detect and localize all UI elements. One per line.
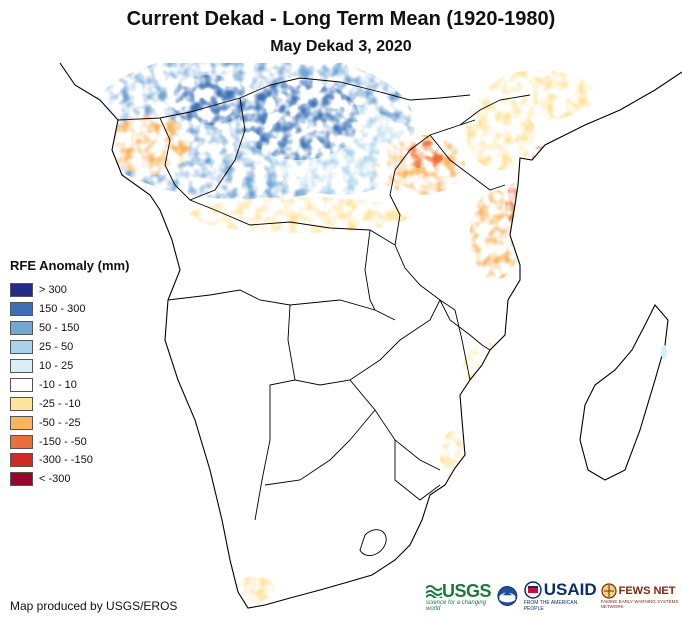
legend-swatch bbox=[10, 453, 33, 468]
fews-net-logo: FEWS NET FAMINE EARLY WARNING SYSTEMS NE… bbox=[601, 583, 682, 609]
usgs-tagline: science for a changing world bbox=[426, 599, 487, 612]
legend-item: 150 - 300 bbox=[10, 300, 129, 319]
legend-label: 50 - 150 bbox=[39, 322, 80, 335]
legend-item: 10 - 25 bbox=[10, 357, 129, 376]
country-borders bbox=[117, 77, 531, 557]
legend-item: < -300 bbox=[10, 470, 129, 489]
usgs-label: USGS bbox=[442, 580, 492, 601]
legend-item: -300 - -150 bbox=[10, 451, 129, 470]
legend-item: 25 - 50 bbox=[10, 338, 129, 357]
fews-net-tagline: FAMINE EARLY WARNING SYSTEMS NETWORK bbox=[600, 599, 679, 609]
legend-label: -300 - -150 bbox=[39, 454, 93, 467]
legend-items: > 300 150 - 300 50 - 150 25 - 50 10 - 25 -10 … bbox=[10, 281, 129, 489]
fews-net-label: FEWS NET bbox=[618, 585, 676, 597]
usaid-tagline: FROM THE AMERICAN PEOPLE bbox=[523, 600, 578, 612]
map-title: Current Dekad - Long Term Mean (1920-198… bbox=[126, 8, 556, 30]
legend-item: -150 - -50 bbox=[10, 432, 129, 451]
legend-swatch bbox=[10, 396, 33, 411]
legend-item: -25 - -10 bbox=[10, 394, 129, 413]
legend-swatch bbox=[10, 359, 33, 373]
legend-label: < -300 bbox=[39, 473, 71, 486]
legend-label: 150 - 300 bbox=[39, 303, 86, 316]
legend-swatch bbox=[10, 377, 33, 392]
legend-swatch bbox=[10, 434, 33, 449]
legend-label: -10 - 10 bbox=[39, 378, 77, 391]
legend-item: -50 - -25 bbox=[10, 413, 129, 432]
usgs-logo: USGS science for a changing world bbox=[426, 580, 492, 612]
legend-item: 50 - 150 bbox=[10, 319, 129, 338]
legend-label: 25 - 50 bbox=[39, 341, 74, 354]
madagascar-outline bbox=[579, 304, 669, 481]
legend-label: -50 - -25 bbox=[39, 416, 81, 429]
legend-swatch bbox=[10, 283, 33, 298]
legend-swatch bbox=[10, 415, 33, 430]
legend-label: -25 - -10 bbox=[39, 397, 81, 410]
usgs-wave-icon bbox=[426, 585, 442, 598]
map-credit: Map produced by USGS/EROS bbox=[10, 599, 178, 613]
map-subtitle: May Dekad 3, 2020 bbox=[270, 38, 412, 55]
legend-title: RFE Anomaly (mm) bbox=[10, 258, 130, 273]
legend-swatch bbox=[10, 472, 33, 487]
legend-label: 10 - 25 bbox=[39, 360, 74, 372]
legend-label: > 300 bbox=[39, 284, 67, 297]
legend-swatch bbox=[10, 340, 33, 355]
legend-swatch bbox=[10, 302, 33, 317]
partner-logos: USGS science for a changing world USAID … bbox=[426, 580, 682, 612]
noaa-emblem-icon bbox=[497, 586, 518, 606]
legend-label: -150 - -50 bbox=[39, 435, 87, 448]
usaid-logo: USAID FROM THE AMERICAN PEOPLE bbox=[524, 580, 597, 612]
usaid-seal-icon bbox=[523, 581, 542, 599]
legend-item: > 300 bbox=[10, 281, 129, 300]
usaid-label: USAID bbox=[543, 580, 597, 599]
legend-item: -10 - 10 bbox=[10, 375, 129, 394]
legend: RFE Anomaly (mm) > 300 150 - 300 50 - 150 2… bbox=[10, 258, 129, 489]
fews-net-emblem-icon bbox=[601, 583, 617, 599]
coastline bbox=[59, 62, 682, 609]
legend-swatch bbox=[10, 321, 33, 336]
